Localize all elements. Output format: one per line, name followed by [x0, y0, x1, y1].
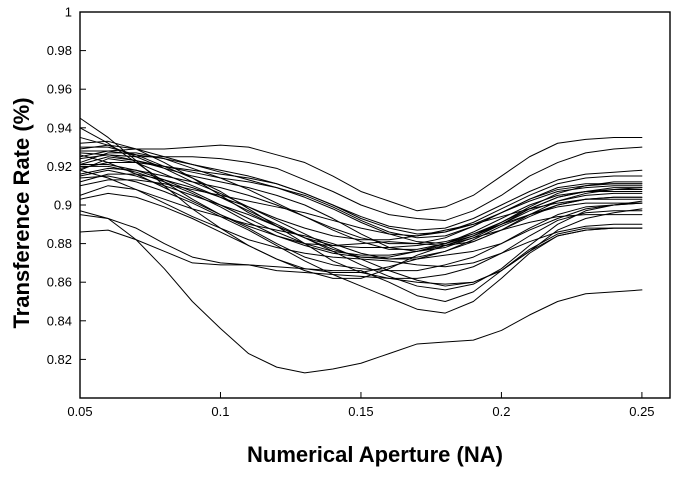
series-line-24 — [79, 192, 643, 279]
y-tick-label: 0.82 — [47, 352, 72, 367]
series-line-2 — [79, 227, 643, 285]
y-tick-label: 0.92 — [47, 159, 72, 174]
x-tick-label: 0.2 — [492, 404, 510, 419]
x-tick-label: 0.25 — [629, 404, 654, 419]
series-line-27 — [79, 144, 643, 245]
series-line-22 — [79, 169, 643, 268]
y-tick-label: 0.96 — [47, 82, 72, 97]
series-line-4 — [79, 136, 643, 212]
y-tick-label: 0.88 — [47, 236, 72, 251]
series-line-26 — [79, 175, 643, 314]
x-axis-title: Numerical Aperture (NA) — [247, 442, 503, 467]
y-axis-title: Transference Rate (%) — [9, 97, 34, 328]
x-tick-label: 0.1 — [211, 404, 229, 419]
tick-layer: 0.05 0.1 0.15 0.2 0.25 0.82 0.84 0.86 0.88 0.9 0.9… — [47, 5, 655, 420]
y-tick-label: 0.9 — [54, 198, 72, 213]
series-line-25 — [79, 167, 643, 245]
series-line-5 — [79, 146, 643, 221]
series-line-11 — [79, 156, 643, 252]
series-line-20 — [79, 179, 643, 237]
series-line-12 — [79, 154, 643, 239]
series-line-28 — [79, 163, 643, 256]
y-tick-label: 0.94 — [47, 120, 72, 135]
series-line-17 — [79, 173, 643, 241]
y-tick-label: 0.98 — [47, 43, 72, 58]
series-line-14 — [79, 150, 643, 235]
x-tick-label: 0.05 — [67, 404, 92, 419]
y-tick-label: 1 — [65, 5, 72, 20]
y-tick-label: 0.86 — [47, 275, 72, 290]
series-line-8 — [79, 136, 643, 287]
y-tick-label: 0.84 — [47, 313, 72, 328]
series-line-19 — [79, 154, 643, 260]
series-line-15 — [79, 185, 643, 260]
series-line-7 — [79, 127, 643, 272]
series-line-10 — [79, 146, 643, 279]
series-line-3 — [79, 214, 643, 302]
series-layer — [79, 117, 643, 374]
plot-frame — [79, 11, 671, 399]
series-line-1 — [79, 210, 643, 374]
x-tick-label: 0.15 — [348, 404, 373, 419]
series-line-23 — [79, 152, 643, 250]
series-line-21 — [79, 140, 643, 248]
